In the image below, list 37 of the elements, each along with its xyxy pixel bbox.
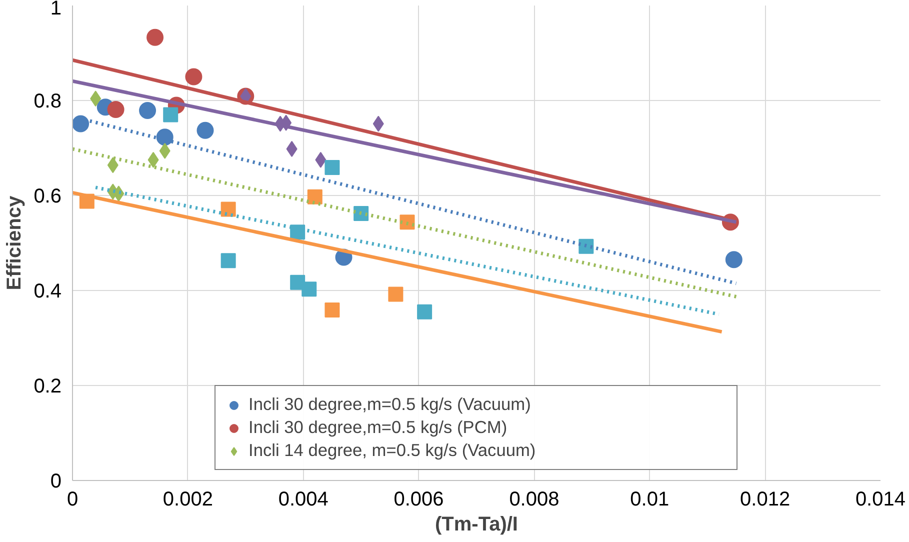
point [146, 28, 164, 46]
point [185, 68, 202, 86]
point [196, 122, 214, 139]
point [72, 115, 90, 132]
point [307, 189, 322, 204]
x-tick-label: 0.002 [162, 488, 213, 510]
point [417, 304, 432, 320]
y-tick-label: 0 [50, 470, 62, 492]
y-axis-title: Efficiency [4, 194, 26, 290]
y-tick-label: 0.8 [34, 90, 62, 112]
x-tick-label: 0.008 [509, 488, 560, 510]
point [220, 202, 236, 217]
y-tick-label: 1 [50, 0, 62, 20]
point [725, 251, 742, 268]
point [354, 206, 369, 222]
point [324, 160, 340, 175]
x-tick-label: 0.004 [278, 488, 328, 510]
x-axis-title: (Tm-Ta)/I [435, 514, 518, 536]
y-tick-label: 0.6 [34, 186, 62, 208]
point [324, 302, 340, 318]
legend-label: Incli 30 degree,m=0.5 kg/s (Vacuum) [248, 394, 532, 415]
y-tick-label: 0.2 [34, 376, 62, 398]
point [163, 107, 178, 122]
point [139, 102, 156, 119]
y-tick-label: 0.4 [34, 280, 62, 302]
point [107, 101, 124, 118]
point [220, 253, 236, 268]
x-tick-label: 0.006 [394, 488, 444, 510]
legend-label: Incli 14 degree, m=0.5 kg/s (Vacuum) [248, 440, 537, 461]
point [388, 286, 404, 302]
x-tick-label: 0 [66, 488, 78, 510]
point [302, 282, 317, 297]
point [156, 128, 174, 146]
legend-label: Incli 30 degree,m=0.5 kg/s (PCM) [248, 417, 508, 438]
x-tick-label: 0.01 [630, 488, 670, 510]
x-tick-label: 0.012 [740, 488, 790, 510]
x-tick-label: 0.014 [855, 488, 906, 510]
